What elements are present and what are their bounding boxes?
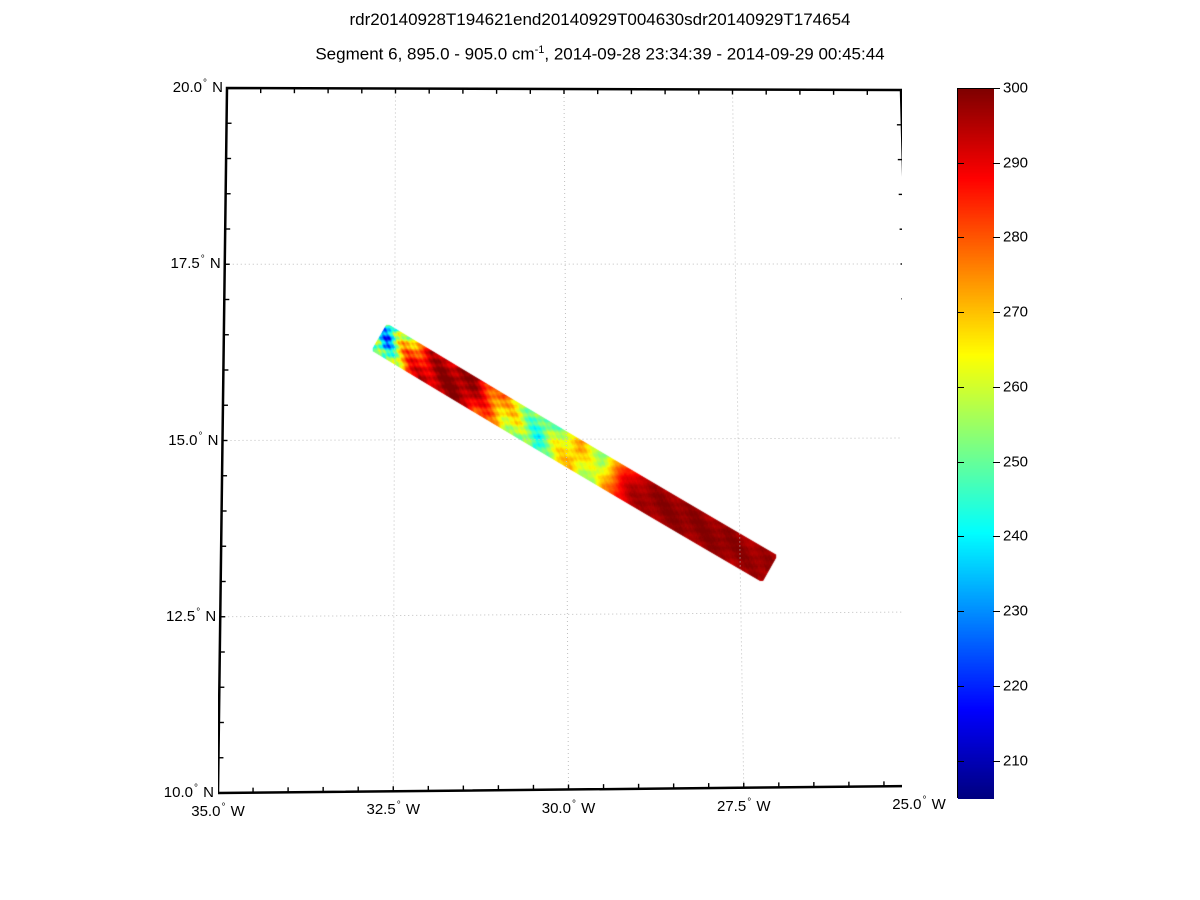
gridline-meridian <box>732 89 745 788</box>
figure-subtitle: Segment 6, 895.0 - 905.0 cm-1, 2014-09-2… <box>0 44 1200 65</box>
x-axis-tick-label: 35.0° W <box>173 802 263 820</box>
hemisphere-letter: W <box>576 799 596 817</box>
figure-title: rdr20140928T194621end20140929T004630sdr2… <box>349 10 851 29</box>
map-border <box>218 86 902 795</box>
map-frame <box>218 86 902 795</box>
degree-symbol: ° <box>221 802 226 813</box>
hemisphere-letter: W <box>401 801 421 819</box>
degree-symbol: ° <box>198 430 203 442</box>
colorbar-tick-mark-inner <box>957 461 964 463</box>
hemisphere-letter: N <box>208 79 223 96</box>
colorbar-tick-label: 270 <box>1003 303 1029 321</box>
subtitle-prefix: Segment 6, 895.0 - 905.0 cm <box>315 44 535 64</box>
hemisphere-letter: N <box>205 255 221 273</box>
hemisphere-letter: W <box>226 803 245 820</box>
map-frame-polygon <box>218 86 902 795</box>
degree-symbol: ° <box>194 783 198 794</box>
y-axis-tick-label: 17.5° N <box>159 254 221 272</box>
colorbar-canvas <box>958 89 994 799</box>
hemisphere-letter: W <box>927 796 946 813</box>
colorbar-tick-label: 250 <box>1003 453 1029 471</box>
colorbar-tick-mark-inner <box>957 760 964 762</box>
colorbar-tick-mark <box>993 386 1000 388</box>
colorbar-tick-mark <box>993 162 1000 164</box>
subtitle-suffix: , 2014-09-28 23:34:39 - 2014-09-29 00:45… <box>544 44 885 64</box>
tick-value: 30.0 <box>541 799 571 817</box>
tick-value: 25.0 <box>892 796 922 813</box>
y-axis-tick-label: 20.0° N <box>161 78 223 96</box>
map-gridlines <box>220 88 902 792</box>
hemisphere-letter: N <box>199 784 214 801</box>
degree-symbol: ° <box>200 254 205 266</box>
degree-symbol: ° <box>396 800 401 812</box>
colorbar-tick-mark-inner <box>957 162 964 164</box>
colorbar-tick-label: 240 <box>1003 527 1029 545</box>
colorbar-gradient <box>957 88 994 799</box>
tick-value: 20.0 <box>172 79 202 96</box>
colorbar-tick-label: 300 <box>1003 79 1029 97</box>
colorbar-tick-mark-inner <box>957 237 964 239</box>
map-ticks <box>218 87 902 794</box>
degree-symbol: ° <box>571 798 576 810</box>
colorbar-tick-mark-inner <box>957 88 964 89</box>
colorbar-tick-mark <box>993 88 1000 89</box>
colorbar-tick-label: 260 <box>1003 378 1029 396</box>
colorbar-tick-mark <box>993 685 1000 687</box>
subtitle-superscript: -1 <box>534 44 545 56</box>
colorbar-tick-mark-inner <box>957 536 964 538</box>
colorbar-tick-mark <box>993 536 1000 538</box>
tick-value: 32.5 <box>366 801 396 819</box>
colorbar-tick-label: 210 <box>1003 752 1029 770</box>
x-axis-tick-label: 30.0° W <box>524 799 614 817</box>
colorbar-tick-label: 290 <box>1003 154 1029 172</box>
tick-value: 12.5 <box>166 607 196 625</box>
colorbar-tick-mark <box>993 760 1000 762</box>
gridline-parallel <box>222 437 902 441</box>
y-axis-tick-label: 10.0° N <box>152 783 214 801</box>
colorbar-tick-label: 280 <box>1003 228 1029 246</box>
colorbar-tick-mark-inner <box>957 312 964 314</box>
x-axis-tick-label: 27.5° W <box>699 797 789 815</box>
degree-symbol: ° <box>203 78 207 89</box>
hemisphere-letter: N <box>203 431 219 449</box>
degree-symbol: ° <box>747 796 752 808</box>
x-axis-tick-label: 25.0° W <box>874 795 964 813</box>
tick-value: 10.0 <box>163 784 193 801</box>
colorbar-tick-mark <box>993 312 1000 314</box>
colorbar-tick-mark-inner <box>957 386 964 388</box>
gridline-parallel <box>220 611 902 618</box>
y-axis-tick-label: 15.0° N <box>157 430 219 449</box>
gridline-meridian <box>563 88 569 790</box>
colorbar-tick-mark-inner <box>957 611 964 613</box>
degree-symbol: ° <box>196 606 201 618</box>
colorbar-tick-mark <box>993 611 1000 613</box>
degree-symbol: ° <box>922 795 927 806</box>
colorbar-tick-mark <box>993 461 1000 463</box>
tick-value: 27.5 <box>716 797 747 815</box>
map-plot-area[interactable] <box>218 86 902 796</box>
tick-value: 15.0 <box>168 431 198 449</box>
tick-value: 35.0 <box>191 803 221 820</box>
swath-heatmap-canvas <box>218 86 902 796</box>
colorbar-tick-label: 220 <box>1003 677 1029 695</box>
colorbar-tick-label: 230 <box>1003 602 1029 620</box>
colorbar-tick-mark <box>993 237 1000 239</box>
tick-value: 17.5 <box>170 255 200 273</box>
hemisphere-letter: W <box>752 797 771 815</box>
y-axis-tick-label: 12.5° N <box>154 607 216 625</box>
colorbar-tick-mark-inner <box>957 685 964 687</box>
hemisphere-letter: N <box>201 607 217 625</box>
x-axis-tick-label: 32.5° W <box>348 800 438 818</box>
